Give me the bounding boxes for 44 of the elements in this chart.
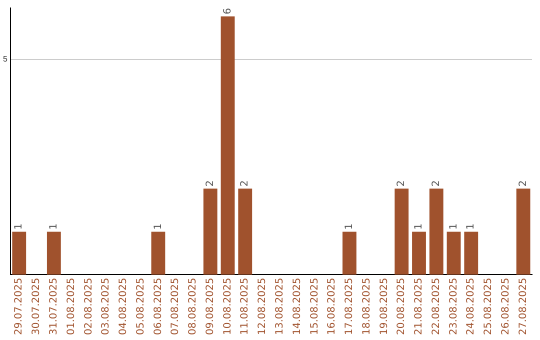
x-tick-label: 19.08.2025 xyxy=(378,278,390,336)
x-tick-label: 06.08.2025 xyxy=(152,278,164,336)
data-label: 1 xyxy=(48,223,60,230)
x-tick-label: 15.08.2025 xyxy=(309,278,320,336)
x-tick-label: 08.08.2025 xyxy=(188,278,199,336)
x-tick-label: 03.08.2025 xyxy=(100,278,112,336)
x-tick-label: 30.07.2025 xyxy=(31,278,42,336)
x-tick-label: 05.08.2025 xyxy=(135,278,146,336)
x-tick-label: 10.08.2025 xyxy=(222,278,234,336)
x-tick-label: 09.08.2025 xyxy=(204,278,216,336)
x-tick-label: 24.08.2025 xyxy=(466,278,477,336)
x-tick-label: 31.07.2025 xyxy=(48,278,60,336)
x-tick-label: 17.08.2025 xyxy=(344,278,356,336)
x-tick-label: 20.08.2025 xyxy=(396,278,408,336)
x-tick-label: 02.08.2025 xyxy=(83,278,94,336)
x-tick-label: 25.08.2025 xyxy=(483,278,494,336)
x-tick-label: 14.08.2025 xyxy=(292,278,303,336)
x-tick-label: 01.08.2025 xyxy=(66,278,77,336)
data-label: 6 xyxy=(222,8,234,14)
data-label: 2 xyxy=(396,180,408,187)
x-tick-label: 13.08.2025 xyxy=(274,278,286,336)
x-tick-label: 07.08.2025 xyxy=(170,278,182,336)
data-label: 2 xyxy=(240,180,251,187)
x-tick-label: 04.08.2025 xyxy=(118,278,130,336)
data-label: 2 xyxy=(204,180,216,187)
data-label: 1 xyxy=(152,223,164,230)
x-tick-label: 18.08.2025 xyxy=(361,278,372,336)
x-tick-label: 29.07.2025 xyxy=(14,278,25,336)
data-label: 2 xyxy=(430,180,442,187)
data-label: 1 xyxy=(14,223,25,230)
x-tick-label: 16.08.2025 xyxy=(326,278,338,336)
x-tick-label: 11.08.2025 xyxy=(240,278,251,336)
data-label: 1 xyxy=(448,223,460,230)
x-tick-label: 23.08.2025 xyxy=(448,278,460,336)
x-tick-label: 22.08.2025 xyxy=(430,278,442,336)
data-label: 2 xyxy=(518,180,529,187)
x-tick-label: 21.08.2025 xyxy=(414,278,425,336)
data-label: 1 xyxy=(466,223,477,230)
x-tick-label: 26.08.2025 xyxy=(500,278,512,336)
data-label: 1 xyxy=(414,223,425,230)
data-label: 1 xyxy=(344,223,356,230)
x-tick-label: 27.08.2025 xyxy=(518,278,529,336)
y-tick-label: 5 xyxy=(2,54,8,64)
x-tick-label: 12.08.2025 xyxy=(257,278,268,336)
